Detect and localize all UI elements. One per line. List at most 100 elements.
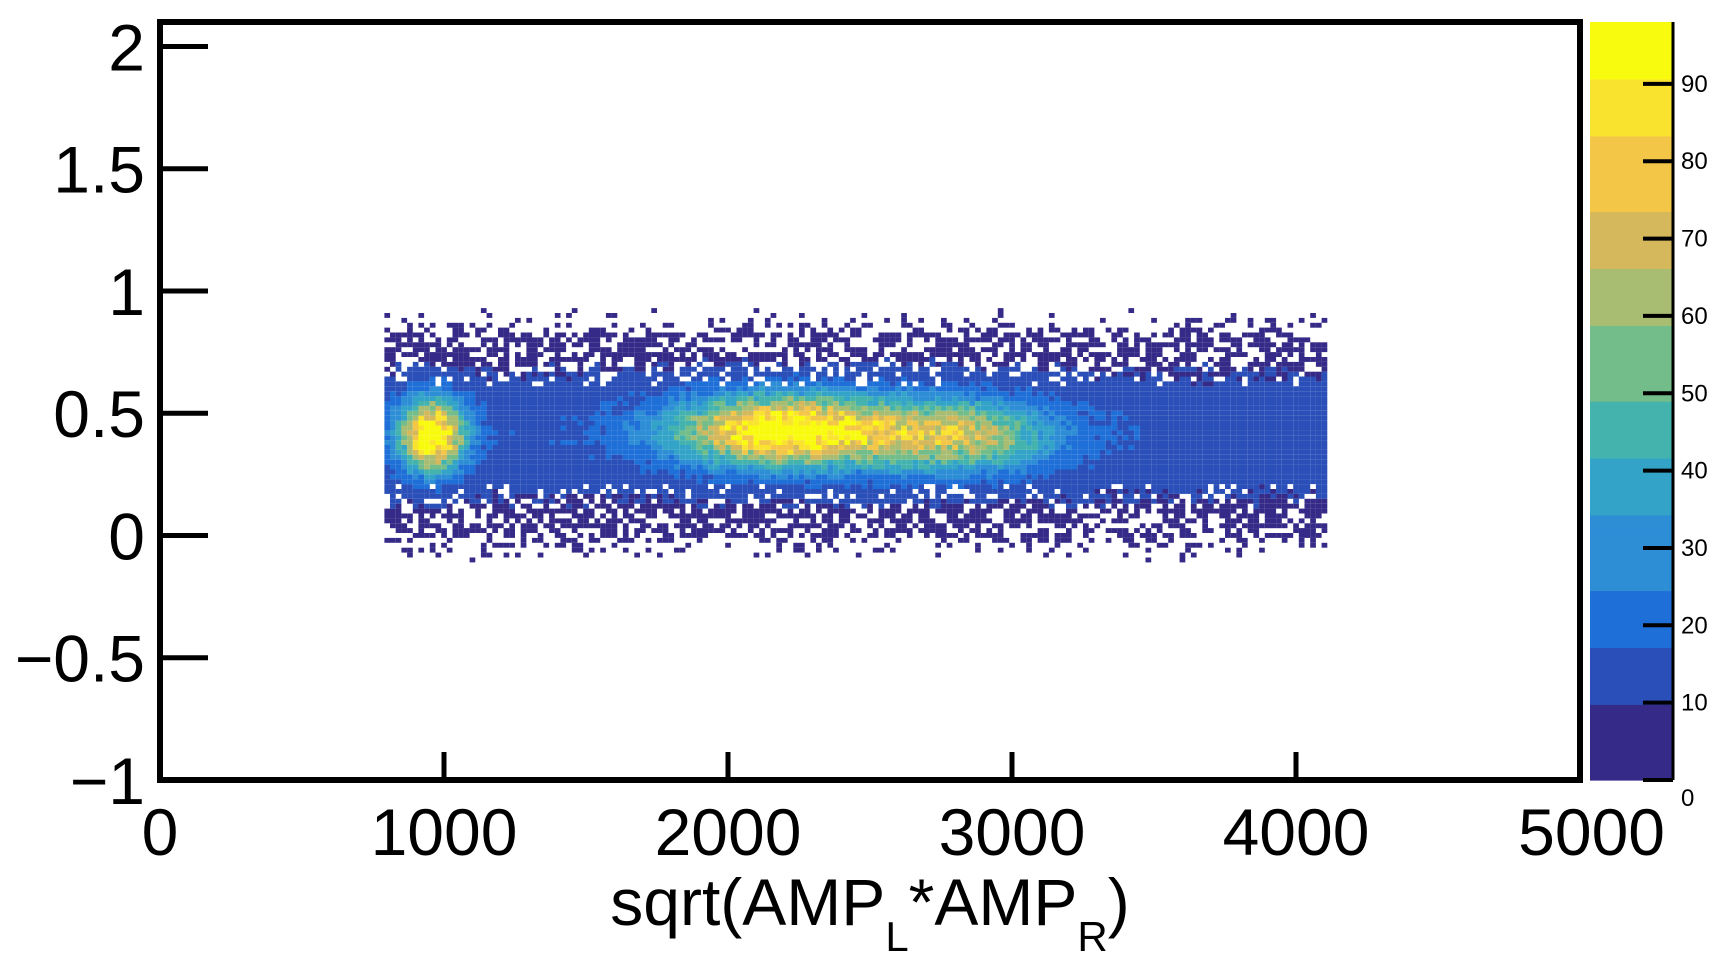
- heatmap-cell: [770, 464, 777, 470]
- heatmap-cell: [446, 454, 453, 460]
- heatmap-cell: [1077, 445, 1083, 450]
- heatmap-cell: [526, 347, 533, 353]
- heatmap-cell: [543, 469, 550, 475]
- heatmap-cell: [588, 337, 595, 343]
- heatmap-cell: [770, 425, 777, 431]
- heatmap-cell: [810, 435, 817, 441]
- heatmap-cell: [770, 489, 777, 494]
- heatmap-cell: [872, 361, 879, 367]
- heatmap-cell: [736, 420, 743, 426]
- heatmap-cell: [1003, 352, 1010, 357]
- heatmap-cell: [390, 405, 396, 411]
- heatmap-cell: [838, 327, 845, 333]
- heatmap-cell: [605, 415, 612, 421]
- heatmap-cell: [458, 493, 464, 499]
- heatmap-cell: [463, 449, 470, 455]
- heatmap-cell: [872, 469, 879, 475]
- heatmap-cell: [480, 327, 487, 333]
- heatmap-cell: [1100, 508, 1106, 514]
- heatmap-cell: [1003, 376, 1010, 382]
- heatmap-cell: [906, 405, 913, 411]
- heatmap-cell: [566, 493, 572, 499]
- heatmap-cell: [986, 484, 993, 489]
- heatmap-cell: [662, 537, 669, 543]
- heatmap-cell: [668, 420, 675, 426]
- heatmap-cell: [867, 533, 873, 538]
- heatmap-cell: [753, 533, 760, 538]
- heatmap-cell: [651, 474, 657, 480]
- heatmap-cell: [520, 361, 527, 367]
- heatmap-cell: [918, 381, 924, 387]
- heatmap-cell: [924, 410, 930, 416]
- heatmap-cell: [691, 498, 697, 504]
- heatmap-cell: [1088, 342, 1095, 348]
- heatmap-cell: [549, 425, 555, 431]
- heatmap-cell: [924, 445, 930, 450]
- heatmap-cell: [799, 386, 805, 392]
- heatmap-cell: [526, 469, 533, 475]
- heatmap-cell: [725, 327, 731, 333]
- heatmap-cell: [708, 435, 714, 441]
- heatmap-cell: [1145, 493, 1152, 499]
- heatmap-cell: [844, 489, 851, 494]
- heatmap-cell: [725, 352, 731, 357]
- heatmap-cell: [634, 352, 640, 357]
- heatmap-cell: [929, 518, 936, 524]
- heatmap-cell: [651, 415, 657, 421]
- heatmap-cell: [730, 459, 737, 465]
- heatmap-cell: [668, 479, 675, 485]
- heatmap-cell: [804, 415, 811, 421]
- heatmap-cell: [918, 327, 924, 333]
- heatmap-cell: [1083, 474, 1089, 480]
- heatmap-cell: [418, 337, 425, 343]
- heatmap-cell: [764, 405, 771, 411]
- heatmap-cell: [793, 484, 799, 489]
- heatmap-cell: [446, 342, 453, 348]
- heatmap-cell: [872, 415, 879, 421]
- heatmap-cell: [401, 317, 408, 323]
- heatmap-cell: [861, 361, 868, 367]
- heatmap-cell: [764, 503, 771, 509]
- heatmap-cell: [1048, 503, 1055, 509]
- heatmap-cell: [532, 342, 538, 348]
- heatmap-cell: [895, 391, 902, 397]
- heatmap-cell: [747, 440, 754, 445]
- heatmap-cell: [1139, 366, 1146, 372]
- heatmap-cell: [1100, 430, 1106, 436]
- heatmap-cell: [1134, 474, 1140, 480]
- heatmap-cell: [1037, 430, 1044, 436]
- heatmap-cell: [691, 513, 697, 519]
- heatmap-cell: [804, 430, 811, 436]
- heatmap-cell: [742, 464, 748, 470]
- heatmap-cell: [384, 410, 391, 416]
- heatmap-cell: [1003, 537, 1010, 543]
- heatmap-cell: [992, 430, 998, 436]
- heatmap-cell: [605, 503, 612, 509]
- heatmap-cell: [1145, 361, 1152, 367]
- heatmap-cell: [980, 445, 987, 450]
- heatmap-cell: [486, 459, 493, 465]
- heatmap-cell: [1088, 513, 1095, 519]
- heatmap-cell: [480, 420, 487, 426]
- heatmap-cell: [549, 420, 555, 426]
- heatmap-cell: [1066, 528, 1072, 533]
- heatmap-cell: [901, 352, 907, 357]
- heatmap-cell: [952, 435, 959, 441]
- heatmap-cell: [986, 381, 993, 387]
- heatmap-cell: [935, 415, 941, 421]
- heatmap-cell: [622, 464, 629, 470]
- heatmap-cell: [725, 464, 731, 470]
- heatmap-cell: [1134, 332, 1140, 338]
- heatmap-cell: [1111, 401, 1118, 406]
- heatmap-cell: [1054, 454, 1061, 460]
- heatmap-cell: [628, 449, 635, 455]
- heatmap-cell: [611, 425, 618, 431]
- heatmap-cell: [1134, 405, 1140, 411]
- heatmap-cell: [1122, 533, 1129, 538]
- heatmap-cell: [645, 464, 652, 470]
- heatmap-cell: [793, 469, 799, 475]
- heatmap-cell: [872, 547, 879, 553]
- heatmap-cell: [463, 469, 470, 475]
- heatmap-cell: [787, 332, 794, 338]
- heatmap-cell: [855, 528, 862, 533]
